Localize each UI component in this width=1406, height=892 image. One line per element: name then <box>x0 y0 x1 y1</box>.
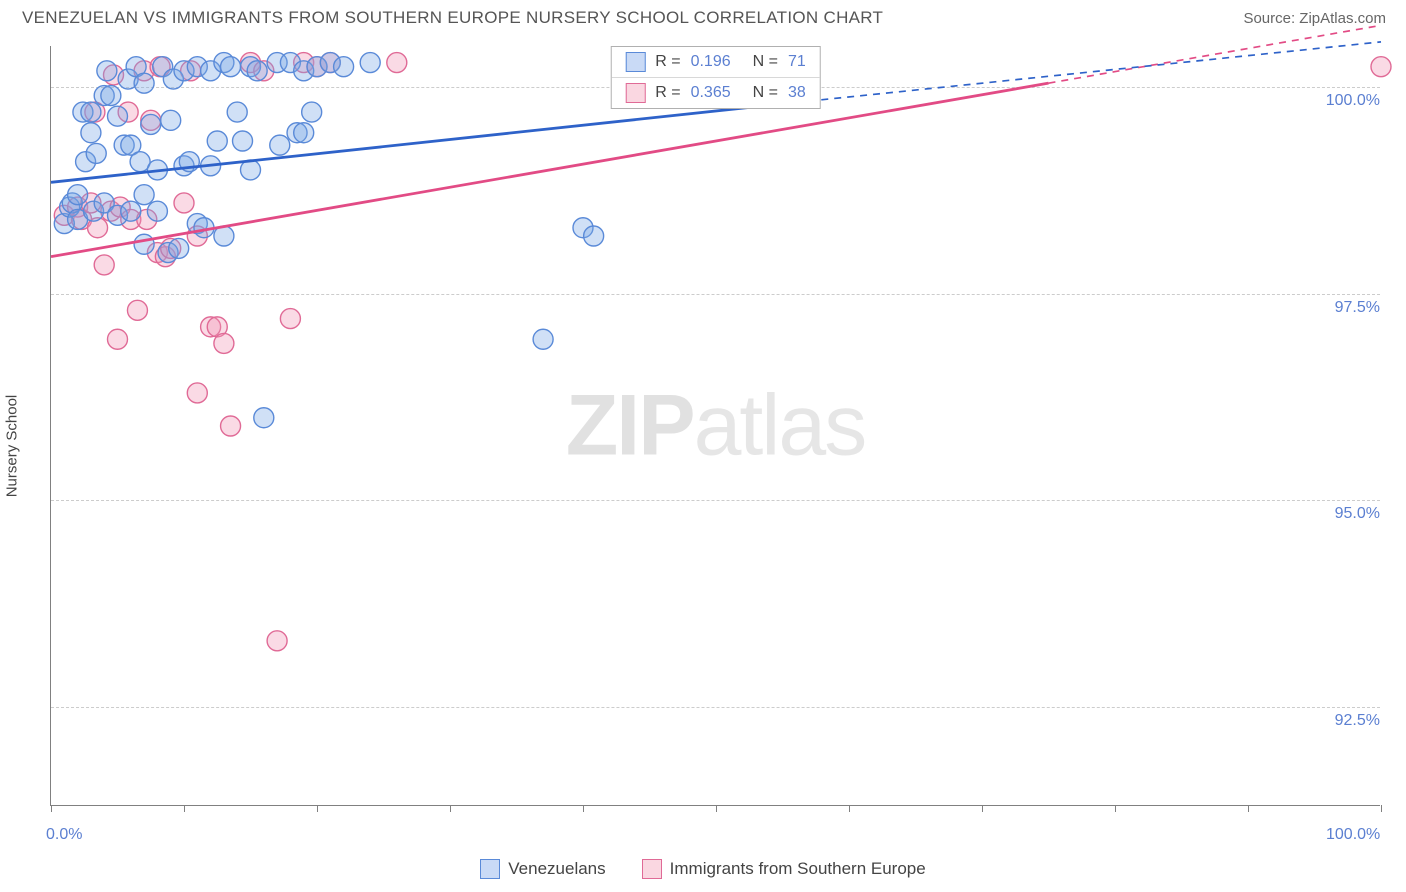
x-tick-label: 0.0% <box>46 826 82 844</box>
x-tick <box>982 805 983 812</box>
x-tick <box>184 805 185 812</box>
legend-r-label: R = <box>655 84 680 102</box>
legend-n-value: 71 <box>788 53 806 71</box>
chart-plot-area: ZIPatlas R =0.196N =71R =0.365N =38 92.5… <box>50 46 1380 806</box>
legend-correlation-row: R = 0.365 N = 38 <box>611 77 820 108</box>
legend-swatch <box>480 859 500 879</box>
x-tick <box>450 805 451 812</box>
legend-series-item: Immigrants from Southern Europe <box>642 859 926 879</box>
legend-correlation-box: R = 0.196 N = 71 R = 0.365 N = 38 <box>610 46 821 109</box>
legend-r-value: 0.196 <box>691 53 731 71</box>
x-tick <box>1248 805 1249 812</box>
y-axis-label: Nursery School <box>4 395 21 498</box>
x-tick-label: 100.0% <box>1326 826 1380 844</box>
chart-title: VENEZUELAN VS IMMIGRANTS FROM SOUTHERN E… <box>22 8 883 28</box>
x-tick <box>716 805 717 812</box>
legend-series: Venezuelans Immigrants from Southern Euro… <box>0 859 1406 884</box>
x-tick <box>1115 805 1116 812</box>
legend-swatch <box>625 83 645 103</box>
chart-source: Source: ZipAtlas.com <box>1243 10 1386 27</box>
x-tick <box>1381 805 1382 812</box>
x-tick <box>51 805 52 812</box>
legend-series-item: Venezuelans <box>480 859 605 879</box>
legend-correlation-row: R = 0.196 N = 71 <box>611 47 820 77</box>
x-tick <box>317 805 318 812</box>
legend-r-label: R = <box>655 53 680 71</box>
legend-series-label: Immigrants from Southern Europe <box>670 859 926 879</box>
legend-series-label: Venezuelans <box>508 859 605 879</box>
x-tick <box>849 805 850 812</box>
legend-n-value: 38 <box>788 84 806 102</box>
legend-swatch <box>625 52 645 72</box>
legend-n-label: N = <box>753 84 778 102</box>
legend-r-value: 0.365 <box>691 84 731 102</box>
legend-swatch <box>642 859 662 879</box>
legend-n-label: N = <box>753 53 778 71</box>
scatter-plot-svg <box>51 46 1380 805</box>
x-tick <box>583 805 584 812</box>
